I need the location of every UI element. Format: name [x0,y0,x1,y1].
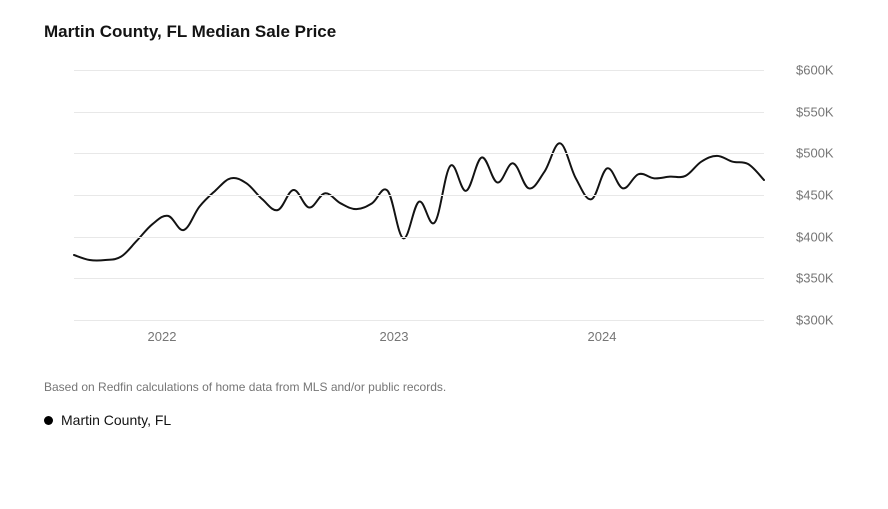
gridline [74,237,764,238]
legend-label: Martin County, FL [61,412,171,428]
x-axis-label: 2023 [380,329,409,344]
legend: Martin County, FL [44,412,844,428]
y-axis-label: $600K [796,63,834,78]
price-line [74,143,764,260]
gridline [74,153,764,154]
y-axis-label: $550K [796,104,834,119]
gridline [74,112,764,113]
x-axis-label: 2022 [148,329,177,344]
chart-title: Martin County, FL Median Sale Price [44,22,844,42]
footnote: Based on Redfin calculations of home dat… [44,380,844,394]
x-axis-label: 2024 [588,329,617,344]
legend-dot [44,416,53,425]
y-axis-label: $450K [796,188,834,203]
gridline [74,195,764,196]
plot-area: $600K$550K$500K$450K$400K$350K$300K20222… [74,70,764,320]
chart: $600K$550K$500K$450K$400K$350K$300K20222… [74,70,844,350]
y-axis-label: $300K [796,313,834,328]
gridline [74,70,764,71]
y-axis-label: $400K [796,229,834,244]
y-axis-label: $350K [796,271,834,286]
gridline [74,278,764,279]
gridline [74,320,764,321]
y-axis-label: $500K [796,146,834,161]
